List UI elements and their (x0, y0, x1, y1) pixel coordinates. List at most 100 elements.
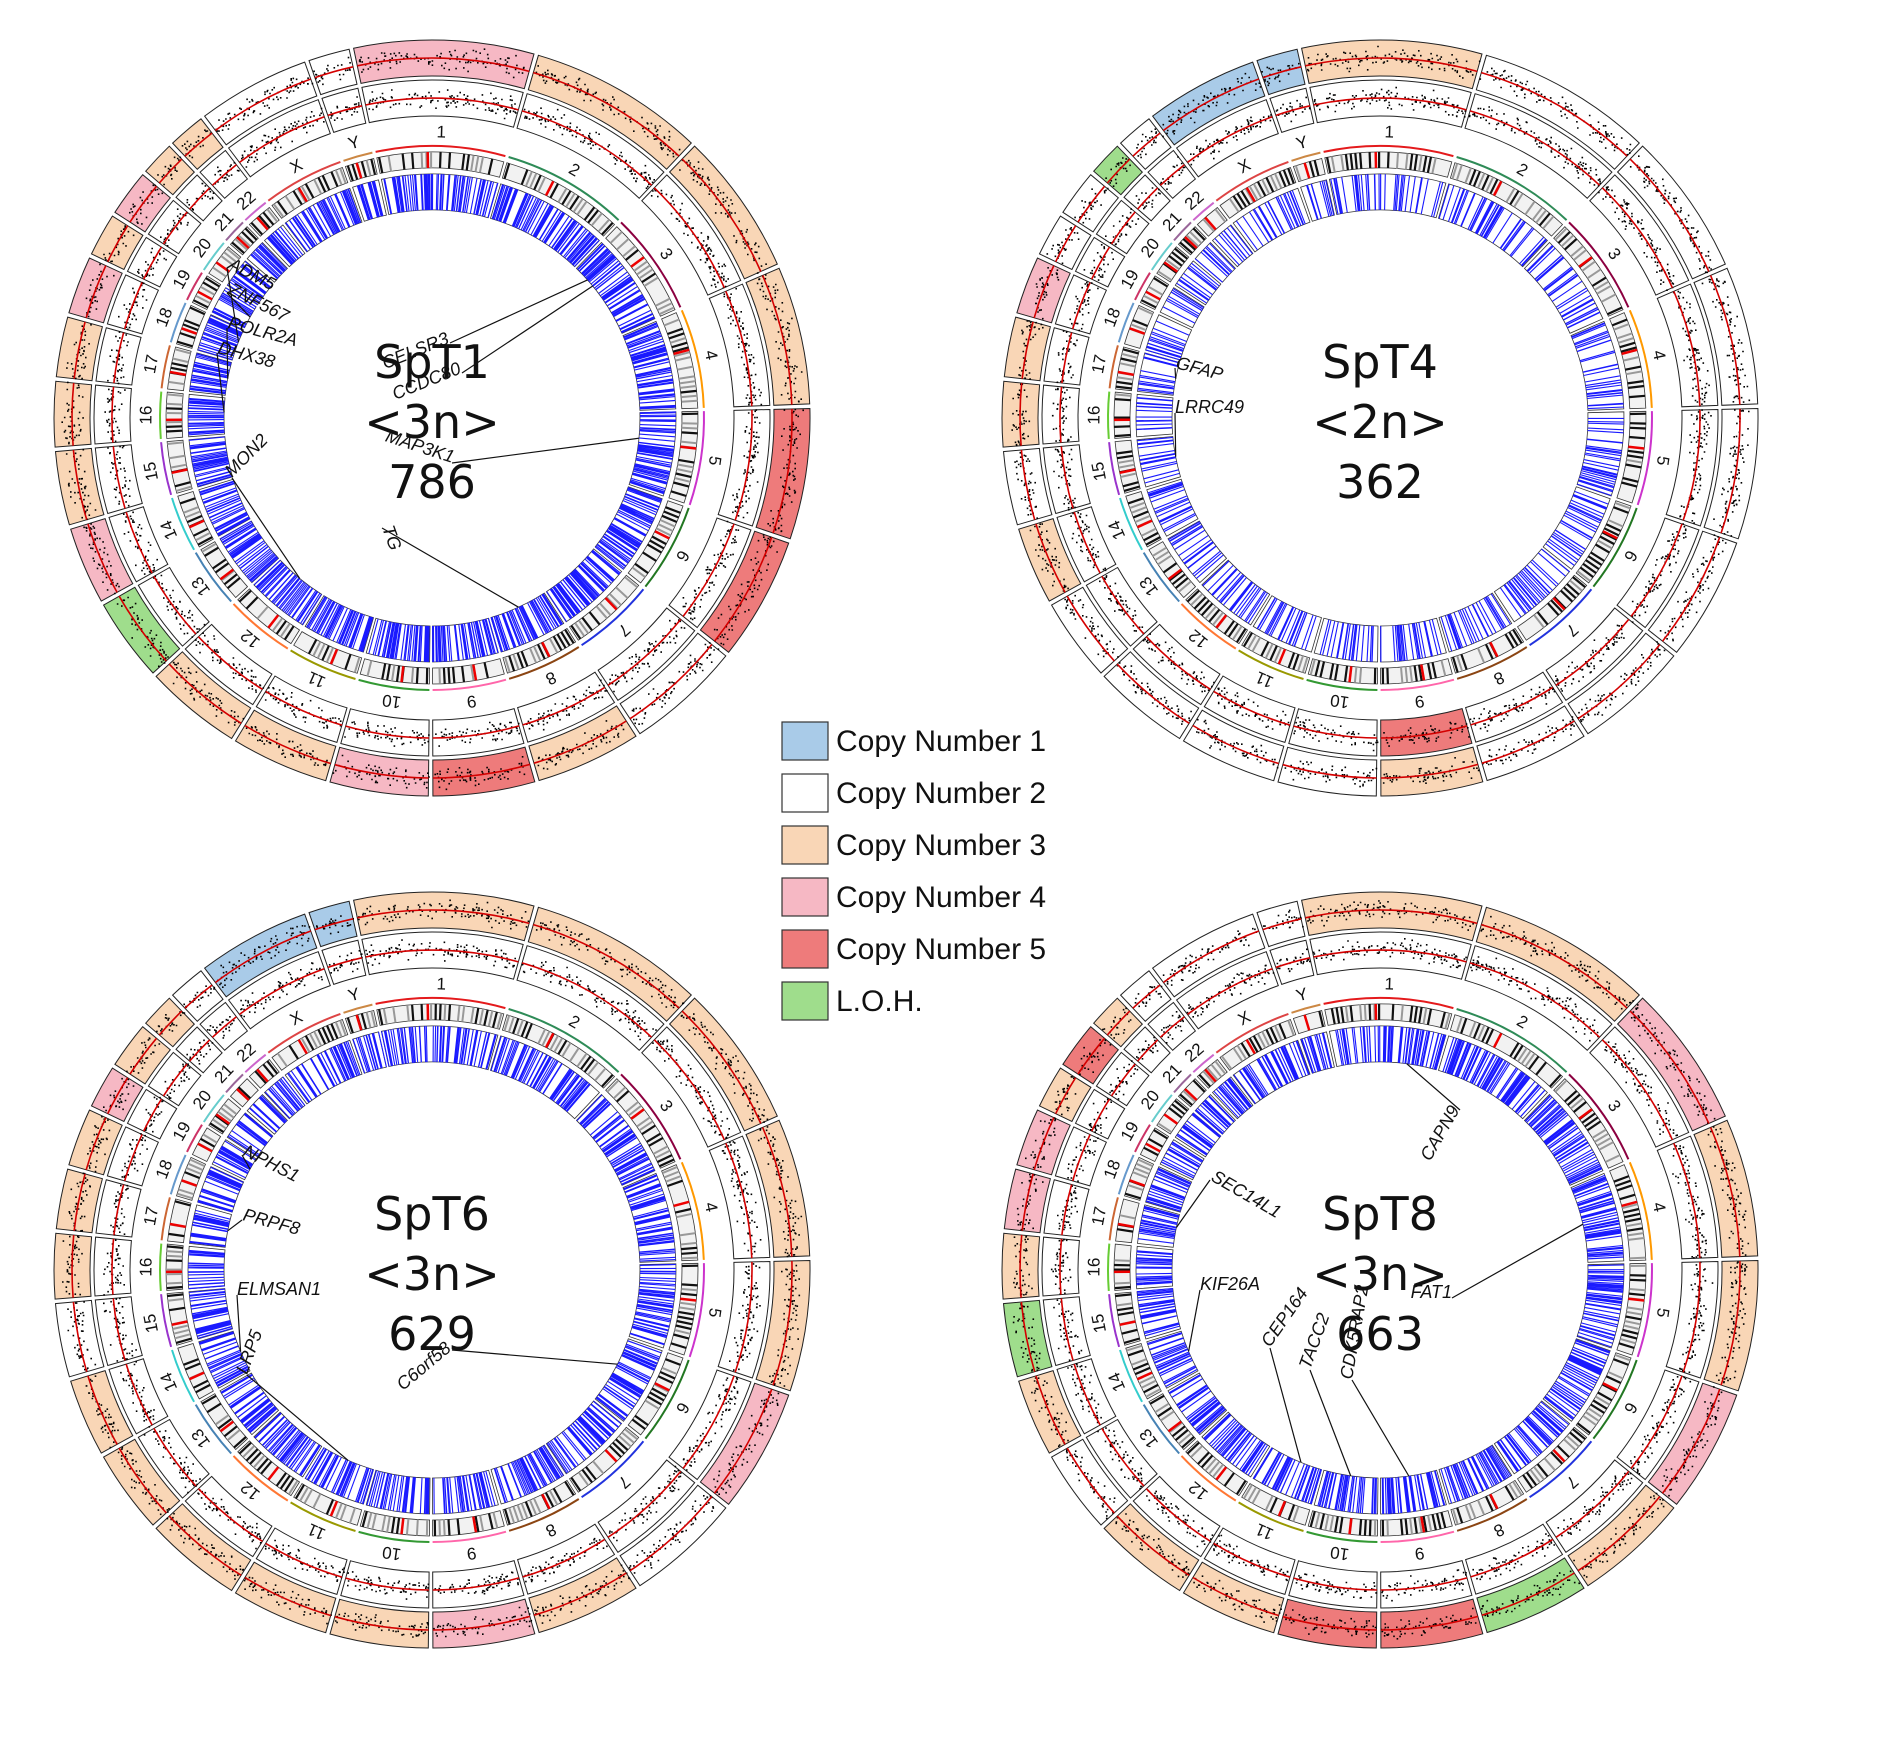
chromosome-label: 8 (543, 668, 560, 689)
legend-swatch (782, 930, 828, 968)
legend-item: Copy Number 3 (782, 826, 1046, 864)
chromosome-label: Y (346, 984, 362, 1005)
legend-swatch (782, 774, 828, 812)
chromosome-label: 1 (436, 122, 446, 141)
chromosome-label: 11 (1253, 1519, 1277, 1544)
gene-leader-line (452, 1350, 618, 1364)
chromosome-label: 18 (1100, 305, 1124, 329)
chromosome-label: 16 (136, 406, 155, 425)
gene-label: GFAP (1174, 353, 1225, 385)
ploidy-label: <2n> (1312, 395, 1448, 449)
chromosome-label: 6 (672, 547, 693, 564)
chromosome-label: 16 (1084, 1258, 1103, 1277)
gene-label: LRRC49 (1175, 397, 1244, 417)
copy-number-sector (95, 1297, 142, 1366)
chromosome-label: 7 (614, 1472, 634, 1492)
chromosome-arc (160, 1244, 161, 1291)
chromosome-label: 6 (672, 1399, 693, 1416)
chromosome-label: 16 (136, 1258, 155, 1277)
legend-label: Copy Number 4 (836, 881, 1046, 914)
chromosome-label: 13 (188, 1425, 214, 1451)
legend-item: Copy Number 4 (782, 878, 1046, 916)
gene-label: TACC2 (1295, 1310, 1334, 1371)
chromosome-label: 14 (1104, 518, 1129, 543)
chromosome-label: 9 (466, 691, 478, 711)
chromosome-label: 20 (189, 1087, 216, 1114)
chromosome-label: 17 (140, 353, 162, 375)
chromosome-label: Y (346, 132, 362, 153)
copy-number-sector (1289, 709, 1377, 756)
chromosome-label: 2 (1513, 159, 1531, 180)
chromosome-label: 1 (436, 974, 446, 993)
sample-name: SpT1 (374, 335, 490, 389)
chromosome-label: 15 (140, 460, 162, 482)
copy-number-sector (1381, 709, 1472, 756)
chromosome-label: 1 (1384, 974, 1394, 993)
chromosome-label: 20 (1137, 235, 1164, 262)
chromosome-label: 19 (1117, 1118, 1143, 1144)
chromosome-label: 15 (1088, 1312, 1110, 1334)
chromosome-label: 6 (1620, 547, 1641, 564)
chromosome-label: 9 (1414, 691, 1426, 711)
legend-label: Copy Number 5 (836, 933, 1046, 966)
chromosome-label: 14 (1104, 1370, 1129, 1395)
chromosome-label: 15 (140, 1312, 162, 1334)
chromosome-label: Y (1294, 984, 1310, 1005)
gene-leader-line (1175, 413, 1176, 457)
legend-item: L.O.H. (782, 982, 923, 1020)
ideogram (1116, 1199, 1140, 1243)
chromosome-label: X (287, 1007, 306, 1029)
chromosome-label: 17 (1088, 1205, 1110, 1227)
legend-label: L.O.H. (836, 985, 923, 1018)
legend-swatch (782, 826, 828, 864)
gene-label: TG (378, 523, 405, 553)
chromosome-label: 8 (1491, 1520, 1508, 1541)
chromosome-label: 7 (1562, 620, 1582, 640)
gene-label: ELMSAN1 (237, 1279, 321, 1299)
chromosome-label: 9 (466, 1543, 478, 1563)
chromosome-label: 18 (152, 1157, 176, 1181)
chromosome-label: 4 (1649, 1200, 1670, 1213)
copy-number-sector (362, 80, 523, 127)
gene-leader-line (1352, 1380, 1409, 1476)
chromosome-label: 3 (1604, 245, 1625, 264)
chromosome-label: 4 (1649, 348, 1670, 361)
ploidy-label: <3n> (364, 395, 500, 449)
chromosome-label: 15 (1088, 460, 1110, 482)
chromosome-label: 7 (614, 620, 634, 640)
gene-leader-line (1189, 1290, 1200, 1351)
ploidy-label: <3n> (364, 1247, 500, 1301)
legend-swatch (782, 722, 828, 760)
legend-label: Copy Number 2 (836, 777, 1046, 810)
gene-leader-line (450, 280, 588, 343)
chromosome-label: 19 (169, 266, 195, 292)
gene-leader-line (1452, 1224, 1583, 1298)
chromosome-label: X (1235, 1007, 1254, 1029)
chromosome-label: 4 (701, 348, 722, 361)
chromosome-label: 20 (189, 235, 216, 262)
copy-number-sector (341, 709, 429, 756)
chromosome-label: 5 (705, 455, 725, 467)
chromosome-label: 14 (156, 518, 181, 543)
chromosome-label: 7 (1562, 1472, 1582, 1492)
gene-leader-line (1310, 1370, 1351, 1476)
chromosome-label: 1 (1384, 122, 1394, 141)
chromosome-label: 19 (169, 1118, 195, 1144)
gene-label: KIF26A (1200, 1274, 1260, 1294)
chromosome-label: 5 (1653, 1307, 1673, 1319)
gene-label: PRPF8 (241, 1205, 302, 1239)
chromosome-label: 3 (656, 1097, 677, 1116)
chromosome-label: 10 (1329, 1542, 1350, 1563)
chromosome-label: X (1235, 155, 1254, 177)
chromosome-label: 11 (305, 667, 329, 692)
legend-label: Copy Number 1 (836, 725, 1046, 758)
chromosome-label: 10 (1329, 690, 1350, 711)
chromosome-label: 13 (1136, 573, 1162, 599)
chromosome-label: 18 (1100, 1157, 1124, 1181)
chromosome-label: 4 (701, 1200, 722, 1213)
legend-item: Copy Number 1 (782, 722, 1046, 760)
chromosome-label: 5 (1653, 455, 1673, 467)
